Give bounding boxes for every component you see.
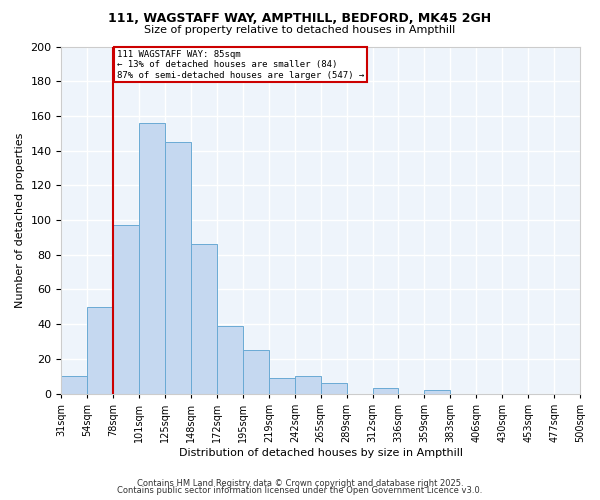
Text: 111 WAGSTAFF WAY: 85sqm
← 13% of detached houses are smaller (84)
87% of semi-de: 111 WAGSTAFF WAY: 85sqm ← 13% of detache…: [117, 50, 364, 80]
Bar: [217, 326, 243, 394]
Bar: [61, 376, 88, 394]
Bar: [295, 376, 321, 394]
Bar: [321, 383, 347, 394]
Text: Contains public sector information licensed under the Open Government Licence v3: Contains public sector information licen…: [118, 486, 482, 495]
Bar: [243, 350, 269, 394]
Y-axis label: Number of detached properties: Number of detached properties: [15, 132, 25, 308]
Text: Size of property relative to detached houses in Ampthill: Size of property relative to detached ho…: [145, 25, 455, 35]
Bar: [373, 388, 398, 394]
X-axis label: Distribution of detached houses by size in Ampthill: Distribution of detached houses by size …: [179, 448, 463, 458]
Bar: [88, 307, 113, 394]
Bar: [113, 225, 139, 394]
Bar: [165, 142, 191, 394]
Bar: [269, 378, 295, 394]
Text: Contains HM Land Registry data © Crown copyright and database right 2025.: Contains HM Land Registry data © Crown c…: [137, 478, 463, 488]
Text: 111, WAGSTAFF WAY, AMPTHILL, BEDFORD, MK45 2GH: 111, WAGSTAFF WAY, AMPTHILL, BEDFORD, MK…: [109, 12, 491, 26]
Bar: [191, 244, 217, 394]
Bar: [424, 390, 451, 394]
Bar: [139, 123, 165, 394]
